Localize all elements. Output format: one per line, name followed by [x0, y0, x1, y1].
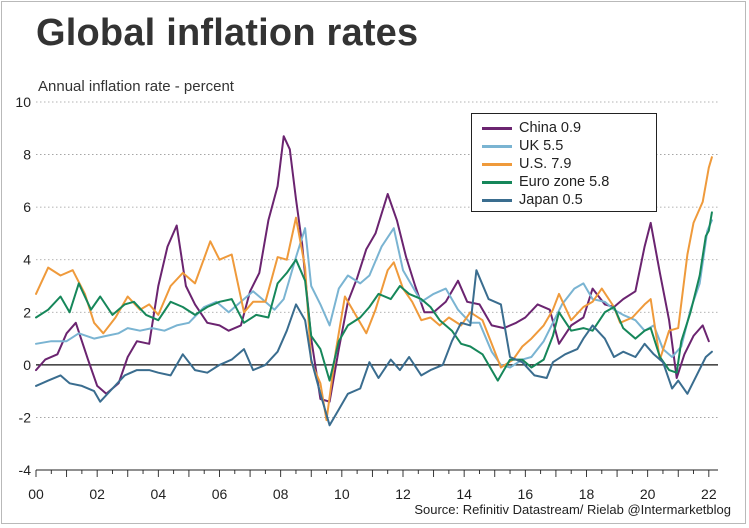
legend-swatch: [482, 144, 512, 148]
series-line-1: [35, 219, 713, 369]
legend-swatch: [482, 198, 512, 202]
legend-swatch: [482, 162, 512, 166]
x-tick-label: 02: [89, 486, 105, 502]
x-tick-label: 16: [518, 486, 534, 502]
x-tick-label: 14: [456, 486, 472, 502]
y-tick-label: 8: [23, 147, 31, 163]
y-tick-label: 2: [23, 304, 31, 320]
legend-label: U.S. 7.9: [519, 156, 572, 172]
y-tick-label: -2: [19, 409, 32, 425]
x-tick-label: 20: [640, 486, 656, 502]
legend-label: Euro zone 5.8: [519, 174, 610, 190]
x-tick-label: 08: [273, 486, 289, 502]
x-tick-label: 12: [395, 486, 411, 502]
legend: China 0.9 UK 5.5 U.S. 7.9 Euro zone 5.8 …: [471, 113, 657, 212]
legend-item: Japan 0.5: [482, 191, 656, 209]
x-tick-label: 18: [579, 486, 595, 502]
source-note: Source: Refinitiv Datastream/ Rielab @In…: [414, 502, 731, 517]
legend-swatch: [482, 180, 512, 184]
x-axis-ticks: 00 02 04 06 08 10 12 14 16 18 20 22: [28, 469, 718, 502]
y-tick-label: 4: [23, 252, 31, 268]
legend-item: U.S. 7.9: [482, 155, 656, 173]
legend-item: UK 5.5: [482, 137, 656, 155]
x-tick-label: 06: [212, 486, 228, 502]
x-tick-label: 10: [334, 486, 350, 502]
legend-label: Japan 0.5: [519, 192, 583, 208]
legend-swatch: [482, 126, 512, 130]
series-lines: [35, 135, 713, 427]
x-tick-label: 00: [28, 486, 44, 502]
x-tick-label: 22: [701, 486, 717, 502]
chart-title: Global inflation rates: [36, 12, 419, 54]
legend-item: Euro zone 5.8: [482, 173, 656, 191]
legend-label: UK 5.5: [519, 138, 564, 154]
y-tick-label: 0: [23, 357, 31, 373]
y-axis-ticks: -4 -2 0 2 4 6 8 10: [15, 94, 31, 478]
x-tick-label: 04: [151, 486, 167, 502]
series-line-3: [35, 211, 713, 382]
y-axis-label: Annual inflation rate - percent: [38, 78, 234, 95]
series-line-4: [35, 269, 713, 427]
legend-label: China 0.9: [519, 120, 582, 136]
legend-item: China 0.9: [482, 119, 656, 137]
y-tick-label: -4: [19, 462, 32, 478]
y-tick-label: 6: [23, 199, 31, 215]
y-tick-label: 10: [15, 94, 31, 110]
